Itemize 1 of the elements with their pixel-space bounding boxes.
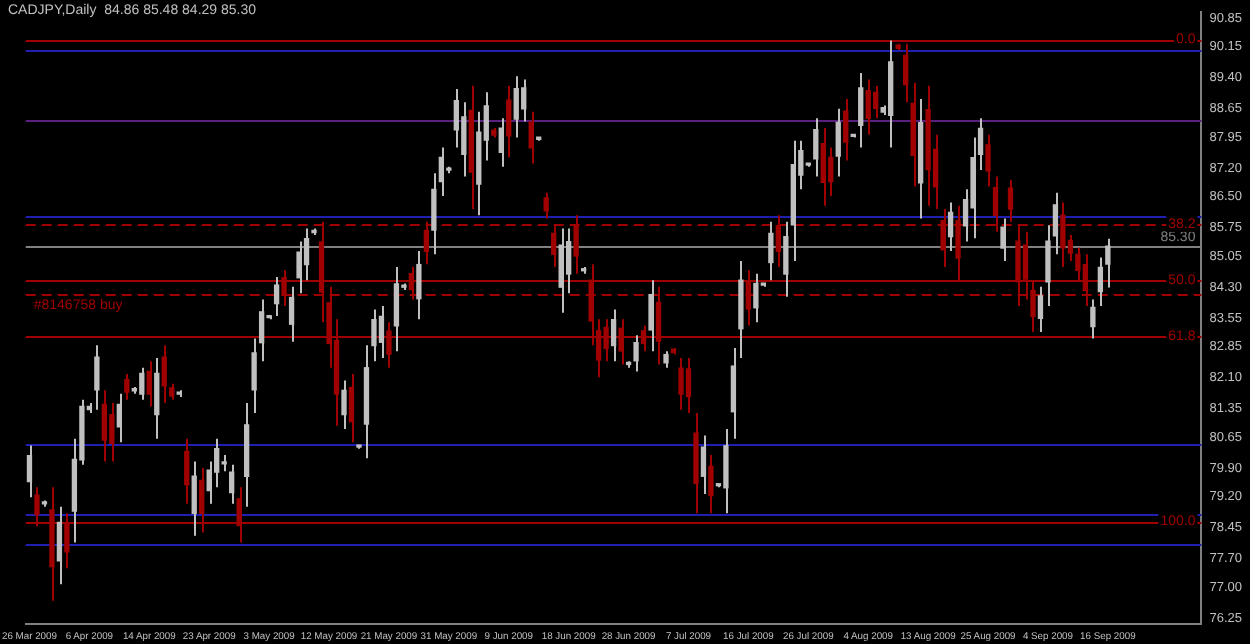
candlestick (356, 444, 362, 450)
